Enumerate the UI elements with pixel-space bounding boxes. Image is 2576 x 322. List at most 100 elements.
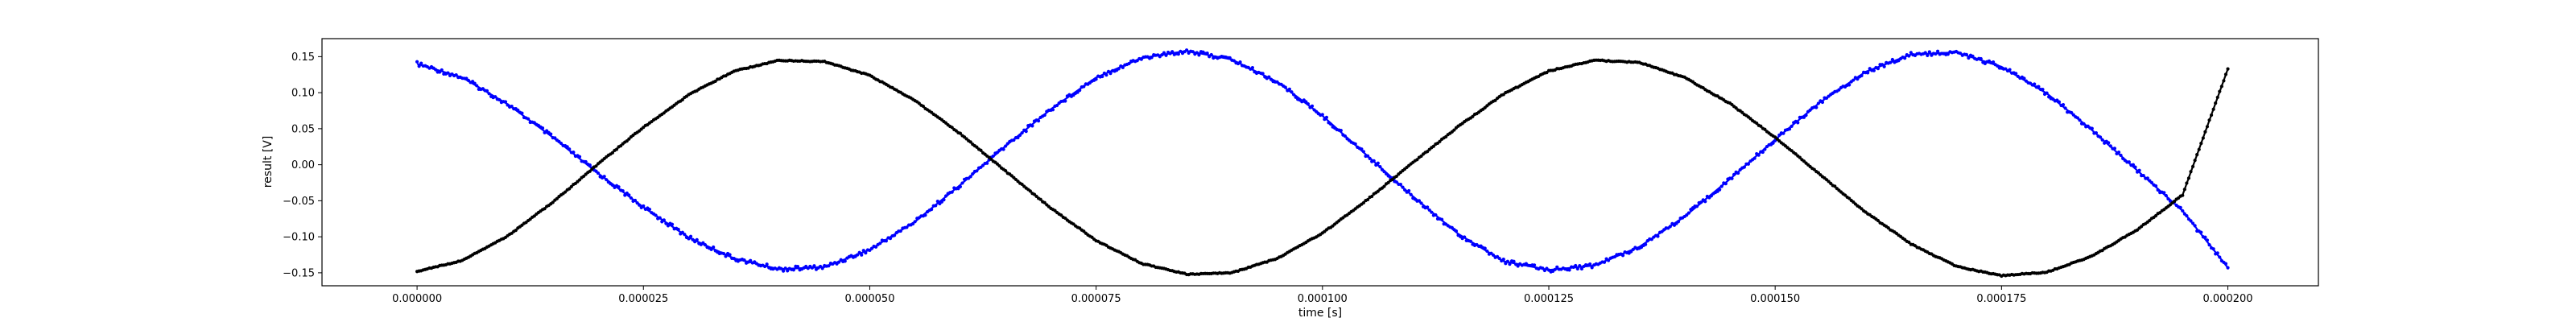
x-axis: 0.000000 0.000025 0.000050 0.000075 0.000100…: [392, 286, 2253, 305]
data-point: [1055, 103, 1059, 108]
data-point: [997, 163, 1001, 168]
data-point: [1703, 200, 1707, 204]
data-point: [857, 250, 861, 254]
data-point: [2226, 67, 2230, 71]
data-point: [950, 190, 954, 194]
data-point: [2004, 67, 2008, 71]
data-point: [497, 97, 502, 102]
data-point: [670, 222, 675, 226]
data-point: [786, 269, 790, 273]
data-point: [1903, 56, 1907, 60]
data-point: [584, 159, 588, 164]
data-point: [935, 200, 939, 204]
data-point: [1304, 100, 1308, 104]
data-point: [1195, 51, 1199, 55]
data-point: [2090, 126, 2094, 130]
data-point: [1471, 114, 1475, 118]
y-tick-label: −0.05: [283, 196, 315, 208]
data-point: [590, 167, 594, 171]
data-point: [2057, 100, 2062, 104]
data-point: [958, 184, 963, 188]
data-point: [454, 72, 458, 77]
data-point: [564, 190, 568, 194]
y-tick-label: 0.15: [291, 52, 315, 64]
y-tick-label: −0.15: [283, 267, 315, 279]
data-point: [549, 132, 553, 136]
data-point: [1291, 93, 1296, 97]
data-point: [2211, 247, 2215, 251]
data-point: [2190, 164, 2195, 168]
data-point: [540, 126, 545, 130]
data-point: [1250, 66, 1254, 70]
data-point: [2207, 242, 2211, 247]
data-point: [1808, 108, 1812, 112]
data-point: [614, 147, 619, 151]
data-point: [1310, 104, 1315, 108]
data-point: [968, 175, 972, 179]
data-point: [1018, 133, 1022, 138]
data-point: [1833, 184, 1837, 188]
data-point: [1777, 133, 1781, 137]
data-point: [1078, 89, 1082, 93]
data-point: [1320, 113, 1324, 117]
data-point: [827, 264, 831, 268]
data-point: [921, 104, 926, 109]
data-point: [1829, 181, 1833, 185]
data-point: [1736, 171, 1740, 175]
data-point: [703, 243, 708, 247]
data-point: [861, 249, 865, 253]
data-point: [2041, 88, 2045, 92]
data-point: [1504, 262, 1508, 266]
data-point: [1020, 182, 1024, 187]
data-point: [2045, 91, 2049, 95]
data-point: [2141, 173, 2145, 178]
data-point: [440, 68, 444, 72]
data-point: [1508, 262, 1512, 266]
data-point: [2215, 95, 2219, 100]
data-point: [516, 108, 520, 112]
data-point: [985, 161, 989, 165]
data-point: [503, 100, 508, 104]
data-point: [2190, 221, 2195, 225]
data-point: [658, 216, 662, 220]
x-tick-label: 0.000100: [1298, 293, 1348, 305]
data-point: [2061, 103, 2066, 107]
data-point: [2100, 138, 2104, 142]
y-tick-label: −0.10: [283, 232, 315, 244]
data-point: [1575, 266, 1579, 270]
data-point: [1934, 52, 1938, 56]
data-point: [1814, 105, 1818, 109]
data-point: [942, 198, 946, 202]
data-point: [2137, 168, 2141, 172]
data-point: [2181, 208, 2185, 213]
data-point: [2133, 165, 2137, 169]
data-point: [2209, 113, 2214, 118]
data-point: [905, 225, 909, 229]
data-point: [1656, 234, 1660, 238]
data-point: [1012, 138, 1016, 142]
data-point: [1360, 147, 1364, 151]
data-point: [1876, 218, 1880, 223]
x-tick-label: 0.000075: [1071, 293, 1121, 305]
data-point: [1439, 217, 1444, 221]
data-point: [1890, 57, 1894, 62]
data-point: [1108, 72, 1113, 76]
data-point: [791, 268, 795, 272]
data-point: [568, 187, 572, 191]
data-point: [1034, 194, 1038, 198]
data-point: [1907, 54, 1911, 58]
data-point: [1104, 73, 1108, 77]
data-point: [569, 184, 573, 188]
data-point: [1730, 176, 1734, 180]
data-point: [485, 89, 489, 93]
data-point: [1746, 162, 1751, 166]
data-point: [633, 198, 638, 203]
data-point: [1876, 67, 1880, 71]
data-point: [762, 264, 767, 269]
data-point: [2203, 235, 2207, 239]
data-point: [1121, 65, 1125, 69]
data-point: [2149, 180, 2154, 184]
data-point: [1796, 121, 1800, 125]
data-point: [1059, 213, 1063, 217]
data-point: [2226, 266, 2230, 270]
